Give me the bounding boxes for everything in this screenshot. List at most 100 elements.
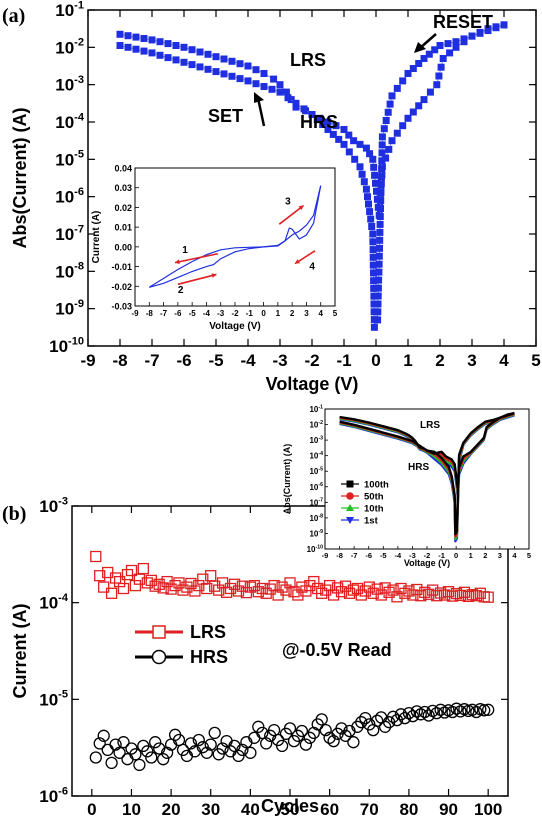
inset-x-tick-label: 0 — [261, 309, 266, 318]
lrs-data-point — [316, 587, 328, 599]
x-tick-label: 4 — [499, 351, 509, 370]
panel-b-data — [89, 550, 495, 772]
inset-x-tick-label: 2 — [483, 551, 487, 560]
lrs-data-point — [308, 575, 320, 588]
data-point — [388, 137, 396, 145]
data-point — [188, 61, 196, 69]
lrs-data-point — [339, 580, 352, 592]
x-tick-label: 1 — [403, 351, 412, 370]
data-point — [335, 135, 343, 143]
data-point — [420, 96, 428, 104]
inset-x-tick-label: -2 — [231, 309, 239, 318]
legend-label-hrs: HRS — [190, 647, 228, 667]
inset-legend-marker — [346, 504, 354, 511]
inset-y-tick-label: 10-7 — [309, 498, 323, 508]
x-tick-label: -6 — [176, 351, 191, 370]
inset-y-tick-label: -0.01 — [111, 262, 132, 272]
direction-arrowhead — [211, 273, 217, 278]
lrs-data-point — [98, 581, 110, 593]
data-point — [377, 189, 385, 197]
legend-label-lrs: LRS — [190, 622, 226, 642]
lrs-data-point — [193, 579, 205, 592]
inset-legend-item: 10th — [341, 504, 384, 515]
x-tick-label: 10 — [122, 800, 141, 817]
lrs-data-point — [371, 583, 383, 595]
data-point — [452, 38, 460, 46]
hrs-data-point — [418, 705, 431, 719]
data-point — [236, 75, 244, 83]
inset-x-tick-label: 2 — [290, 309, 295, 318]
inset-x-tick-label: -6 — [365, 551, 372, 560]
data-point — [364, 193, 371, 201]
data-point — [116, 30, 124, 38]
lrs-data-point — [411, 583, 423, 596]
data-point — [371, 171, 379, 179]
inset-y-tick-label: 10-2 — [309, 420, 323, 430]
data-point — [292, 99, 300, 107]
lrs-data-point — [185, 577, 197, 590]
inset-legend-item: 1st — [341, 516, 379, 527]
data-point — [500, 21, 508, 29]
data-point — [369, 155, 377, 163]
inset-y-tick-label: 0.03 — [114, 183, 132, 193]
data-point — [268, 85, 276, 93]
hrs-data-point — [97, 729, 110, 742]
inset-y-tick-label: 10-6 — [309, 482, 323, 492]
x-tick-label: 40 — [241, 800, 260, 817]
hrs-data-point — [105, 756, 118, 770]
inset-iv-loop — [149, 185, 322, 288]
inset-a-ticks: 0.040.030.020.010.00-0.01-0.02-0.03-9 -8-… — [111, 164, 337, 319]
data-point — [409, 65, 417, 72]
data-point — [356, 163, 364, 171]
data-point — [377, 197, 385, 205]
lrs-data-point — [117, 582, 130, 595]
x-tick-label: 70 — [360, 800, 379, 817]
data-point — [156, 38, 164, 46]
data-point — [436, 42, 444, 49]
inset-a-arrows: 1 2 3 4 — [174, 196, 316, 296]
inset-legend-item: 50th — [341, 492, 384, 503]
set-arrow — [254, 92, 266, 127]
data-point — [356, 140, 364, 148]
data-point — [148, 36, 156, 44]
x-tick-label: -4 — [240, 351, 256, 370]
data-point — [350, 137, 358, 145]
data-point — [374, 284, 382, 292]
inset-b-frame — [324, 408, 530, 550]
y-tick-label: 10-1 — [55, 0, 84, 20]
panel-b-inset: 10-110-210-310-410-510-610-710-810-910-1… — [282, 404, 531, 568]
data-point — [382, 117, 390, 124]
lrs-data-point — [113, 575, 126, 588]
y-tick-label: 10-4 — [39, 592, 69, 613]
lrs-data-point — [201, 582, 213, 595]
data-point — [375, 252, 383, 260]
inset-b-label-hrs: HRS — [408, 462, 429, 473]
hrs-data-point — [101, 743, 114, 757]
data-point — [140, 47, 148, 55]
x-tick-label: -8 — [112, 351, 127, 370]
hrs-data-point — [117, 736, 130, 749]
data-point — [409, 108, 417, 116]
panel-a-y-ticks: 10-110-210-310-410-510-610-710-810-910-1… — [49, 0, 536, 356]
data-point — [132, 33, 140, 41]
y-tick-label: 10-6 — [39, 785, 68, 806]
data-point — [369, 230, 377, 238]
data-point — [404, 114, 412, 122]
lrs-data-point — [94, 570, 106, 582]
inset-x-tick-label: 5 — [333, 309, 338, 318]
hrs-data-point — [244, 746, 257, 759]
data-point — [172, 42, 180, 49]
inset-x-tick-label: -7 — [351, 551, 358, 560]
annotation-lrs: LRS — [290, 50, 326, 70]
lrs-data-point — [387, 584, 399, 596]
data-point — [369, 246, 377, 254]
direction-arrow — [174, 252, 219, 264]
inset-legend-item: 100th — [341, 480, 389, 491]
lrs-data-point — [434, 587, 447, 599]
hrs-data-point — [260, 737, 273, 750]
data-point — [426, 88, 434, 96]
data-point — [370, 292, 378, 300]
panel-a-inset: 0.040.030.020.010.00-0.01-0.02-0.03-9 -8-… — [91, 164, 338, 333]
hrs-data-point — [482, 703, 495, 716]
inset-y-tick-label: -0.02 — [111, 282, 132, 292]
